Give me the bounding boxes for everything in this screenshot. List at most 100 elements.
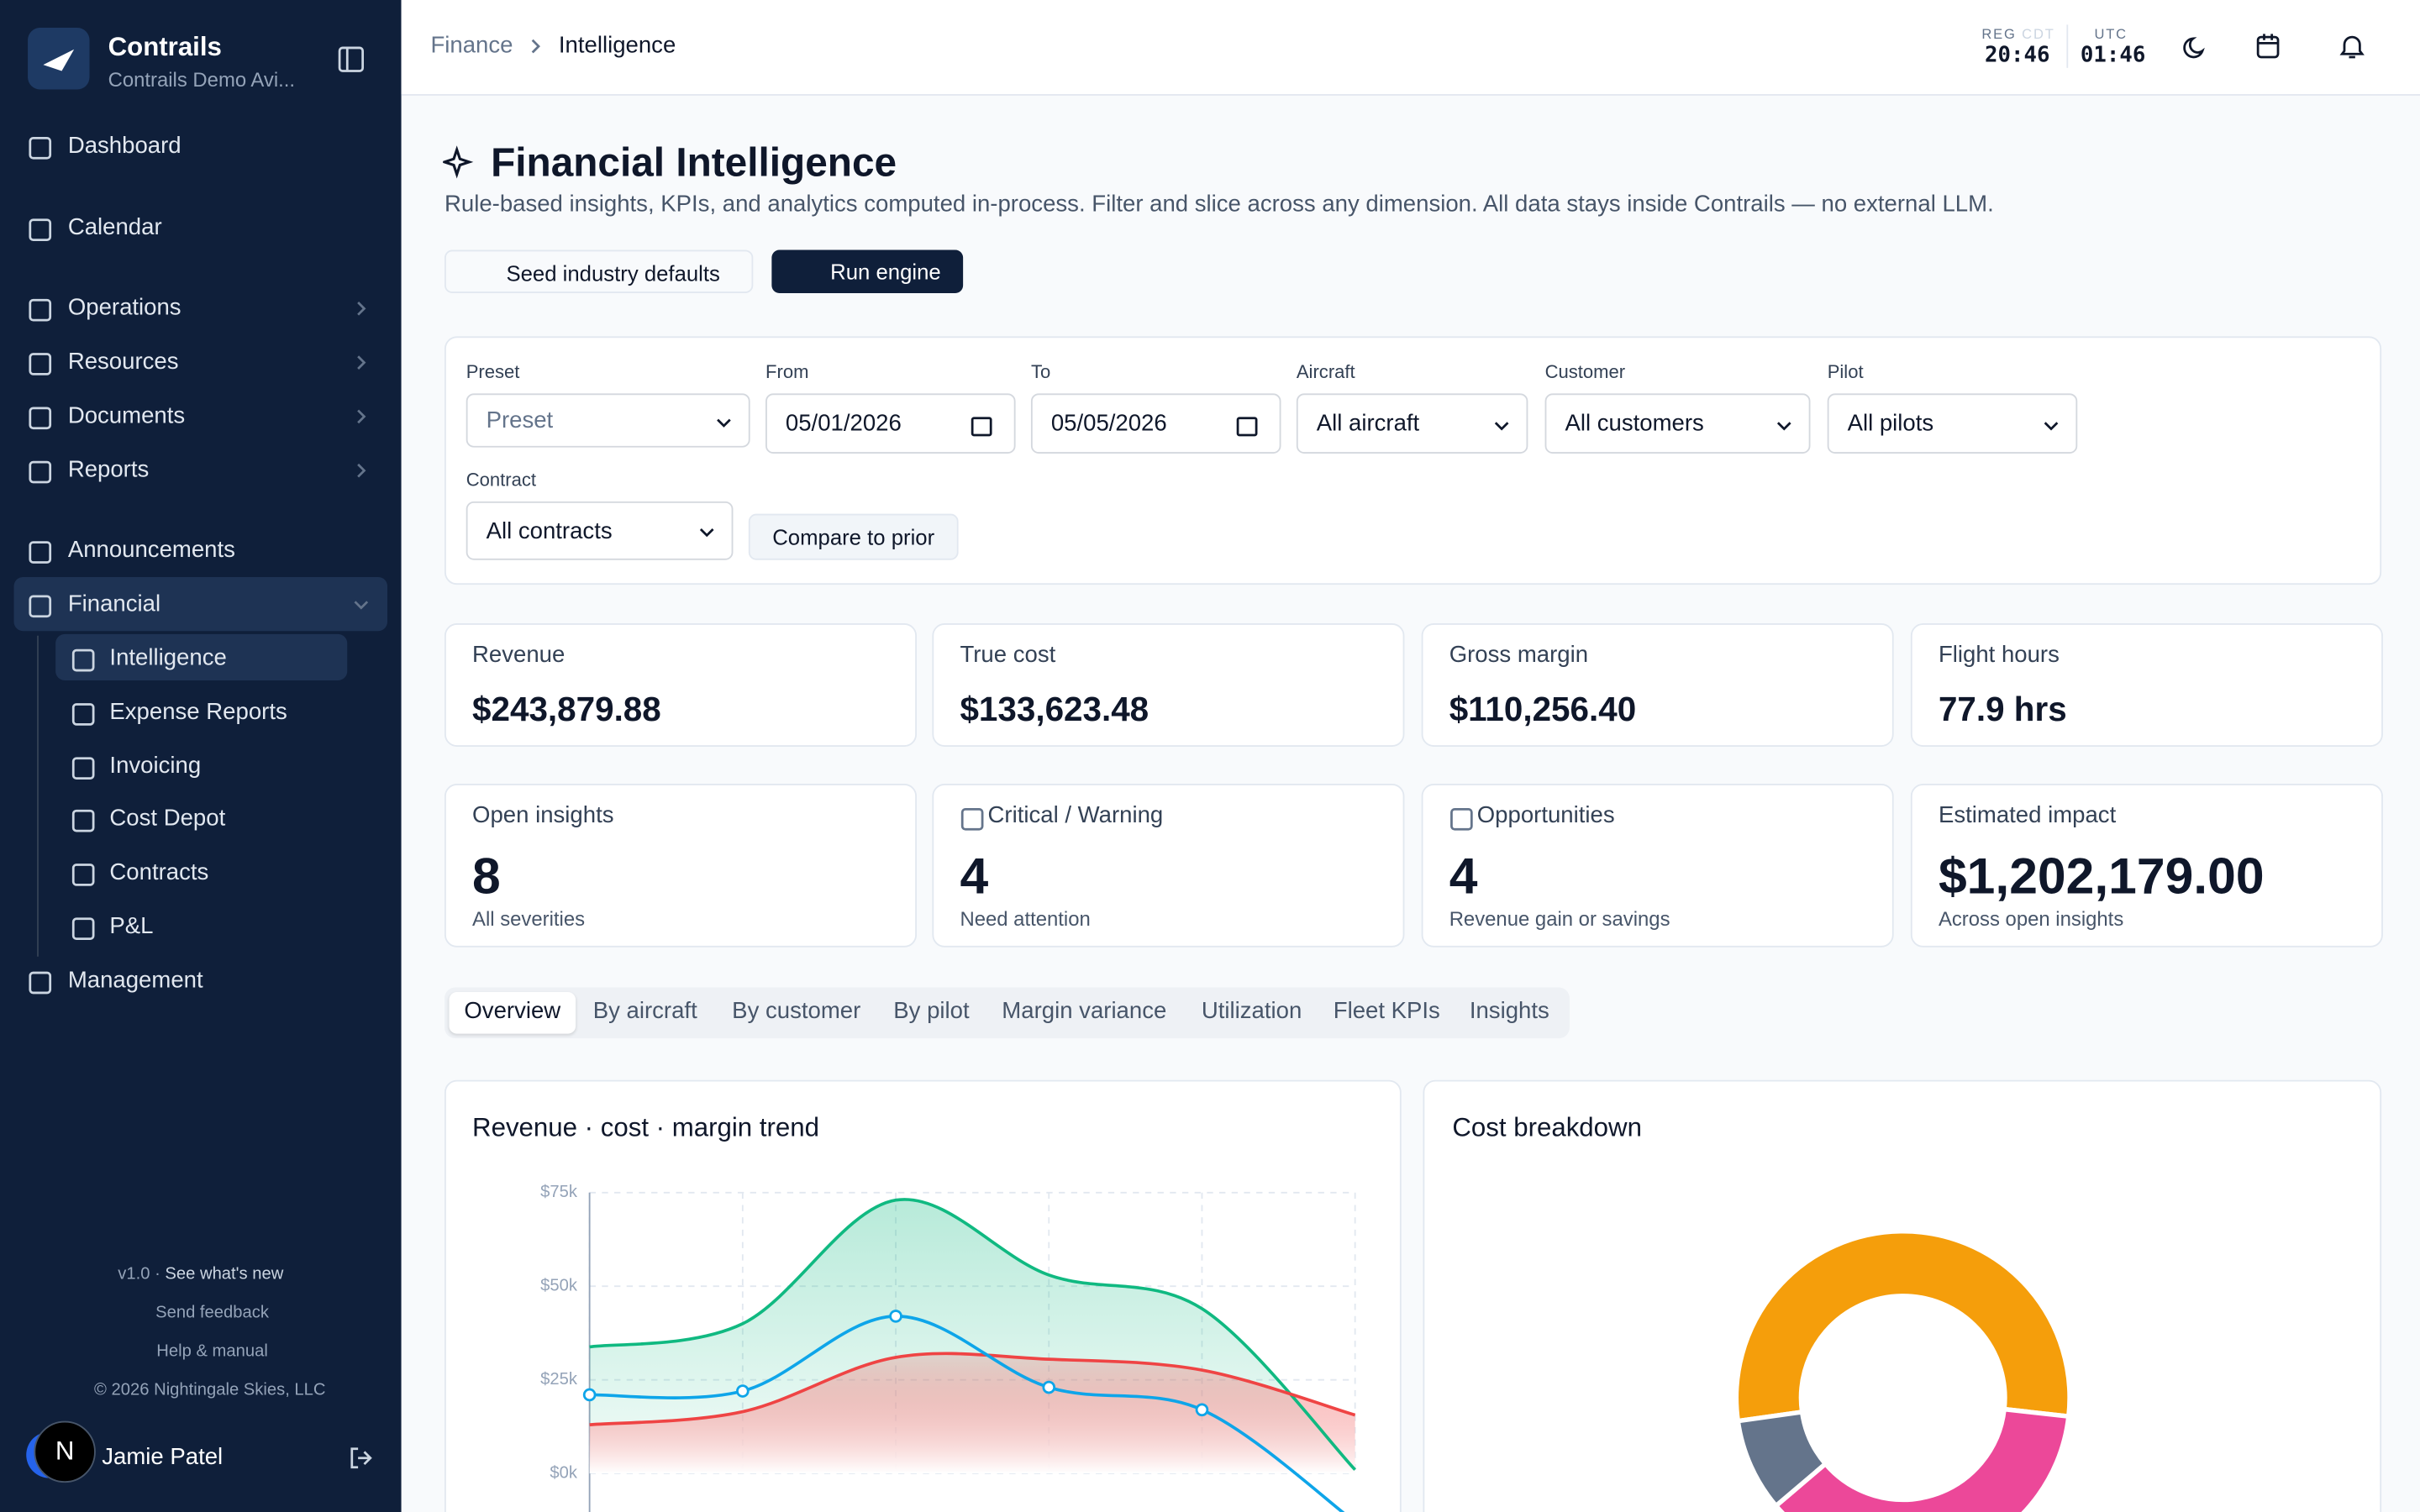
tab[interactable]: Insights: [1469, 998, 1549, 1025]
icon-shape: [29, 137, 52, 160]
nav-icon: [29, 595, 52, 618]
icon-shape: [960, 807, 984, 831]
tab[interactable]: By customer: [732, 998, 861, 1025]
kpi-card: Revenue $243,879.88: [444, 623, 918, 747]
tab[interactable]: By pilot: [893, 998, 970, 1025]
point: [736, 1384, 750, 1398]
nav-item[interactable]: Announcements: [67, 537, 235, 564]
feedback-link[interactable]: Send feedback: [155, 1304, 269, 1323]
nav-item[interactable]: Dashboard: [67, 132, 182, 160]
donut-slice: [1735, 1409, 1829, 1509]
chevron: [2044, 421, 2059, 430]
chevron-path: [357, 463, 366, 478]
collapse-button[interactable]: [338, 46, 365, 72]
nav-item[interactable]: Reports: [67, 456, 150, 483]
theme-toggle[interactable]: [2181, 34, 2208, 61]
breadcrumb-parent[interactable]: Finance: [430, 32, 513, 59]
nav-sub-item[interactable]: Intelligence: [109, 644, 227, 671]
icon-shape: [71, 809, 95, 832]
nav-icon: [71, 757, 95, 780]
nav-icon: [29, 971, 52, 995]
nav-sub-item[interactable]: Contracts: [109, 859, 209, 886]
kpi-value: $110,256.40: [1449, 690, 1637, 728]
date-input[interactable]: 05/05/2026: [1030, 393, 1281, 454]
tab[interactable]: By aircraft: [592, 998, 697, 1025]
tab[interactable]: Utilization: [1201, 998, 1302, 1025]
kpi-card: Flight hours 77.9 hrs: [1910, 623, 2383, 747]
user-name: Jamie Patel: [102, 1444, 224, 1471]
nav-item[interactable]: Financial: [67, 591, 161, 617]
icon-shape: [29, 407, 52, 430]
logo: [28, 28, 90, 90]
nav-active-group: [13, 576, 388, 632]
title-icon: [443, 145, 474, 179]
clock-time: 01:46: [2080, 43, 2146, 68]
chevron-path: [2044, 421, 2059, 430]
nav-item[interactable]: Resources: [67, 349, 179, 375]
tab[interactable]: Overview: [464, 998, 561, 1025]
tab-active: [449, 992, 576, 1034]
y-tick-label: $25k: [540, 1370, 578, 1389]
nav-item[interactable]: Operations: [67, 294, 182, 322]
compare-button[interactable]: Compare to prior: [748, 513, 959, 560]
field-value: 05/01/2026: [785, 410, 902, 437]
field-value: All pilots: [1847, 410, 1934, 437]
chevron-path: [699, 528, 714, 538]
whats-new-link[interactable]: See what's new: [165, 1265, 284, 1284]
nav-sub-item[interactable]: Cost Depot: [109, 805, 226, 832]
divider: [2066, 24, 2069, 68]
select[interactable]: Preset: [466, 393, 750, 448]
nav-item[interactable]: Calendar: [67, 214, 162, 241]
chevron: [717, 417, 731, 427]
filter-label: To: [1030, 360, 1051, 383]
chart-title: Cost breakdown: [1452, 1113, 1642, 1142]
line: [589, 1198, 1356, 1471]
nav-sub-item[interactable]: Expense Reports: [109, 699, 287, 726]
kpi-label: Gross margin: [1449, 642, 1589, 669]
select[interactable]: All contracts: [466, 501, 734, 560]
field-value: 05/05/2026: [1050, 410, 1167, 437]
brand: Contrails: [108, 32, 222, 62]
nav-sub-item[interactable]: P&L: [109, 913, 154, 940]
chevron-path: [357, 409, 366, 424]
logout-button[interactable]: [349, 1446, 373, 1470]
line: [589, 1352, 1356, 1426]
schedule-button[interactable]: [2254, 33, 2282, 60]
icon-shape: [71, 703, 95, 726]
y-tick-label: $0k: [550, 1463, 577, 1482]
breadcrumb-separator: [531, 39, 540, 54]
nav-icon: [29, 353, 52, 375]
line-chart: Revenue · cost · margin trend $0k $25k $50k…: [472, 1113, 1356, 1512]
nav-icon: [960, 807, 984, 831]
avatar[interactable]: N: [34, 1420, 96, 1483]
nav-sub-active: [55, 633, 348, 680]
icon-shape: [29, 971, 52, 995]
tab[interactable]: Margin variance: [1002, 998, 1167, 1025]
chart-card: Revenue · cost · margin trend $0k $25k $50k…: [444, 1079, 1402, 1512]
calendar-icon: [1236, 416, 1258, 436]
nav-item[interactable]: Management: [67, 967, 203, 994]
nav-sub-item[interactable]: Invoicing: [109, 753, 202, 780]
nav-icon: [71, 917, 95, 941]
chevron: [699, 528, 714, 538]
filter-label: Pilot: [1827, 360, 1864, 383]
page-title: Financial Intelligence: [491, 139, 897, 186]
select[interactable]: All customers: [1544, 393, 1811, 454]
chevron: [357, 409, 366, 424]
run-engine-button[interactable]: Run engine: [771, 249, 964, 293]
select[interactable]: All pilots: [1827, 393, 2078, 454]
chevron: [357, 463, 366, 478]
notifications[interactable]: [2338, 33, 2366, 60]
logo-icon: [43, 49, 75, 71]
icon-shape: [29, 218, 52, 241]
tab[interactable]: Fleet KPIs: [1333, 998, 1440, 1025]
area: [589, 1353, 1355, 1474]
seed-button[interactable]: Seed industry defaults: [444, 249, 754, 293]
tab-bar: [444, 987, 1570, 1039]
select[interactable]: All aircraft: [1296, 393, 1528, 454]
date-input[interactable]: 05/01/2026: [765, 393, 1016, 454]
nav-item[interactable]: Documents: [67, 402, 186, 429]
kpi-label: Revenue: [472, 642, 566, 669]
help-link[interactable]: Help & manual: [156, 1341, 268, 1361]
